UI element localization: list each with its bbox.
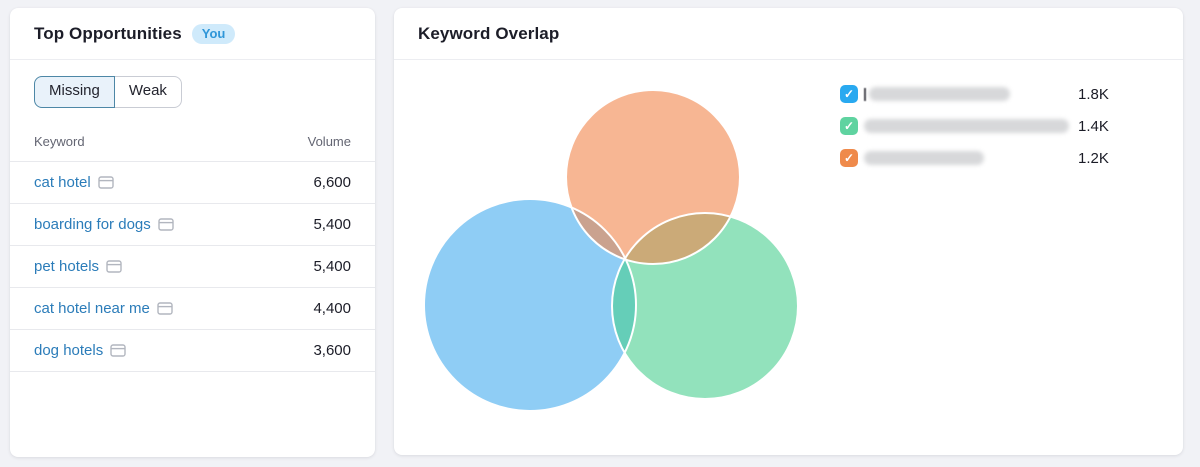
top-opportunities-header: Top Opportunities You <box>10 8 375 60</box>
legend-checkbox-set3[interactable]: ✓ <box>840 149 858 167</box>
venn-chart-area: ✓ 1.8K ✓ 1.4K ✓ <box>394 60 1183 455</box>
volume-value: 5,400 <box>313 257 351 275</box>
volume-value: 3,600 <box>313 341 351 359</box>
keyword-text: pet hotels <box>34 257 100 275</box>
venn-outline-set1 <box>423 198 637 412</box>
keyword-text: dog hotels <box>34 341 104 359</box>
keyword-overlap-title: Keyword Overlap <box>418 23 560 43</box>
volume-value: 5,400 <box>313 215 351 233</box>
venn-circle-set3[interactable] <box>566 90 740 264</box>
redacted-label-bar <box>864 119 1069 133</box>
keyword-text: boarding for dogs <box>34 215 151 233</box>
table-row: dog hotels 3,600 <box>10 330 375 372</box>
legend-value: 1.8K <box>1078 85 1109 103</box>
legend-value: 1.2K <box>1078 149 1109 167</box>
legend-label-redacted <box>864 151 984 165</box>
venn-circle-set1[interactable] <box>424 199 636 411</box>
keyword-link[interactable]: cat hotel near me <box>34 300 173 317</box>
volume-value: 6,600 <box>313 173 351 191</box>
redacted-label-bar <box>864 151 984 165</box>
keyword-text: cat hotel near me <box>34 299 150 317</box>
redacted-label-bar <box>869 87 1010 101</box>
legend-checkbox-set1[interactable]: ✓ <box>840 85 858 103</box>
keyword-link[interactable]: pet hotels <box>34 258 122 275</box>
legend-checkbox-set2[interactable]: ✓ <box>840 117 858 135</box>
serp-icon[interactable] <box>157 301 173 315</box>
table-row: cat hotel near me 4,400 <box>10 288 375 330</box>
venn-legend: ✓ 1.8K ✓ 1.4K ✓ <box>840 78 1130 174</box>
table-header: Keyword Volume <box>10 134 375 162</box>
column-header-keyword: Keyword <box>34 133 85 149</box>
venn-diagram <box>423 89 799 412</box>
redacted-text-fragment <box>864 87 866 101</box>
keyword-text: cat hotel <box>34 173 91 191</box>
serp-icon[interactable] <box>158 217 174 231</box>
volume-value: 4,400 <box>313 299 351 317</box>
keyword-overlap-header: Keyword Overlap <box>394 8 1183 60</box>
table-row: pet hotels 5,400 <box>10 246 375 288</box>
legend-label-redacted <box>864 119 1069 133</box>
serp-icon[interactable] <box>110 343 126 357</box>
table-row: cat hotel 6,600 <box>10 162 375 204</box>
tab-weak[interactable]: Weak <box>113 76 182 108</box>
keyword-overlap-panel: Keyword Overlap ✓ <box>394 8 1183 455</box>
serp-icon[interactable] <box>106 259 122 273</box>
venn-outline-set2 <box>611 212 799 400</box>
column-header-volume: Volume <box>307 133 351 149</box>
keyword-link[interactable]: cat hotel <box>34 174 114 191</box>
legend-row: ✓ 1.8K <box>840 78 1130 110</box>
serp-icon[interactable] <box>98 175 114 189</box>
keyword-link[interactable]: dog hotels <box>34 342 126 359</box>
keyword-link[interactable]: boarding for dogs <box>34 216 174 233</box>
venn-outline-set3 <box>565 89 741 265</box>
missing-weak-toggle: Missing Weak <box>34 76 182 108</box>
legend-label-redacted <box>864 87 1010 101</box>
top-opportunities-panel: Top Opportunities You Missing Weak Keywo… <box>10 8 375 457</box>
top-opportunities-title: Top Opportunities <box>34 23 182 43</box>
tab-missing[interactable]: Missing <box>34 76 115 108</box>
legend-row: ✓ 1.4K <box>840 110 1130 142</box>
table-row: boarding for dogs 5,400 <box>10 204 375 246</box>
you-badge: You <box>191 23 236 44</box>
legend-row: ✓ 1.2K <box>840 142 1130 174</box>
legend-value: 1.4K <box>1078 117 1109 135</box>
